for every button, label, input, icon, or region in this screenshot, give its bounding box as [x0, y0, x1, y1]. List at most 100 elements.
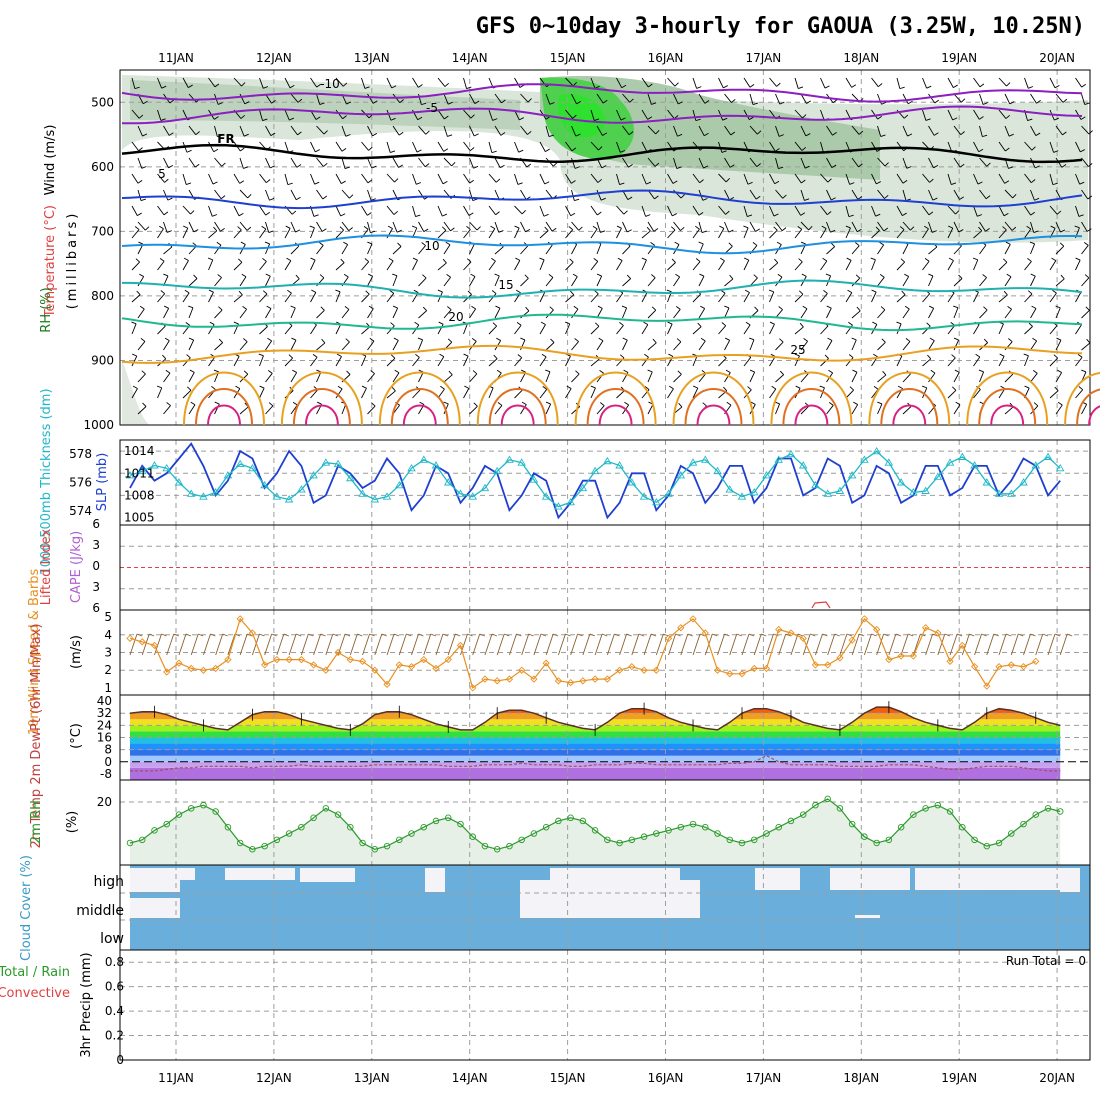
- wind-barb: [794, 326, 804, 335]
- thickness-point: [713, 466, 722, 475]
- wind-barb: [208, 259, 214, 271]
- wind-barb: [1049, 390, 1059, 399]
- wind-barb-flag: [544, 226, 549, 231]
- wind-barb-flag: [1012, 194, 1017, 199]
- wind10m-barb: [668, 633, 676, 656]
- wind-barb-flag: [337, 385, 343, 390]
- wind10m-barb-flag: [1067, 633, 1073, 637]
- wind-barb-flag: [140, 198, 146, 202]
- wind-barb-flag: [364, 258, 370, 263]
- wind-barb-flag: [445, 241, 451, 246]
- wind-barb: [367, 276, 374, 287]
- wind-barb-flag: [309, 225, 315, 229]
- wind-barb-flag: [883, 227, 889, 232]
- wind-barb-flag: [576, 101, 582, 105]
- wind-barb: [953, 245, 962, 255]
- wind-barb-flag: [628, 164, 633, 168]
- wind-barb-flag: [1062, 98, 1068, 103]
- rh2m-point: [555, 817, 562, 825]
- wind-barb-flag: [1027, 258, 1032, 262]
- rh2m-point: [799, 811, 807, 818]
- wind-barb-flag: [514, 225, 520, 229]
- wind-barb: [571, 341, 579, 351]
- wind-barb-flag: [801, 146, 807, 151]
- wind-barb-flag: [953, 337, 959, 341]
- wind-barb: [979, 277, 987, 287]
- wind-barb: [902, 406, 912, 415]
- wind-barb: [673, 125, 678, 137]
- rh2m-point: [481, 842, 489, 850]
- wind-barb: [667, 205, 673, 217]
- wind-barb: [641, 109, 649, 120]
- wind-barb: [947, 325, 956, 335]
- wind-barb: [520, 245, 529, 255]
- wind10m-point: [126, 634, 134, 642]
- wind-barb: [647, 93, 652, 105]
- wind-barb-flag: [1006, 273, 1012, 278]
- boundary-layer-contours: [183, 371, 1100, 426]
- wind10m-barb: [570, 633, 579, 656]
- wind10m-point: [542, 659, 550, 667]
- thickness-point: [492, 466, 502, 475]
- wind-barb: [565, 294, 575, 303]
- wind-barb: [469, 157, 474, 169]
- wind-barb-flag: [678, 402, 683, 408]
- wind-barb-flag: [1027, 290, 1033, 295]
- wind-barb-flag: [749, 337, 755, 341]
- wind-barb: [902, 125, 908, 137]
- wind-barb: [794, 77, 799, 89]
- wind-barb: [692, 141, 701, 151]
- wind-barb-flag: [858, 130, 864, 135]
- wind-barb: [698, 275, 705, 287]
- wind-barb: [284, 109, 290, 121]
- wind-barb-flag: [644, 353, 649, 358]
- wind-barb: [539, 230, 549, 239]
- wind10m-point: [358, 657, 367, 665]
- wind-barb: [1004, 189, 1013, 199]
- wind-barb: [335, 323, 342, 335]
- wind-barb-flag: [982, 134, 988, 138]
- wind-barb-flag: [926, 322, 931, 327]
- wind-barb-flag: [743, 225, 749, 229]
- wind-barb: [845, 292, 853, 303]
- wind-barb: [131, 109, 140, 119]
- wind-barb-flag: [597, 211, 602, 216]
- wind-barb: [820, 205, 828, 215]
- wind-barb-flag: [1084, 102, 1090, 105]
- wind-barb-flag: [646, 181, 652, 185]
- wind-barb-flag: [570, 212, 576, 217]
- rh2m-point: [873, 839, 880, 847]
- bl-contour: [598, 404, 633, 426]
- wind-barb-flag: [696, 86, 702, 89]
- slp-tick: 1014: [124, 444, 155, 458]
- isotherm-line: [121, 83, 1083, 103]
- wind-barb: [131, 294, 141, 303]
- wind-barb: [922, 387, 928, 399]
- wind-barb-flag: [447, 134, 453, 137]
- upper-air-labels: Wind (m/s) Temperature (°C) RH (%) (mill…: [39, 125, 80, 333]
- wind-barb: [1030, 373, 1038, 383]
- wind-barb: [979, 244, 987, 255]
- wind-barb: [571, 308, 579, 319]
- wind-barb: [341, 309, 350, 319]
- wind-barb: [851, 125, 860, 135]
- wind-barb-flag: [1005, 114, 1011, 119]
- wind-barb: [692, 355, 698, 367]
- wind-barb-flag: [259, 385, 265, 389]
- wind-barb: [641, 356, 649, 367]
- thickness-point: [1006, 489, 1016, 497]
- wind-barb-flag: [258, 353, 264, 357]
- wind-barb: [1081, 189, 1089, 200]
- wind-barb: [590, 261, 599, 271]
- wind10m-tick: 5: [104, 610, 112, 624]
- wind-barb: [565, 355, 571, 367]
- wind-barb-flag: [217, 134, 223, 138]
- wind-barb: [769, 77, 777, 87]
- wind10m-barb: [349, 633, 358, 656]
- wind10m-barb: [582, 633, 591, 656]
- wind-barb-flag: [907, 133, 913, 137]
- thickness-point: [896, 478, 906, 486]
- wind-barb: [539, 173, 546, 185]
- wind-barb: [545, 342, 555, 351]
